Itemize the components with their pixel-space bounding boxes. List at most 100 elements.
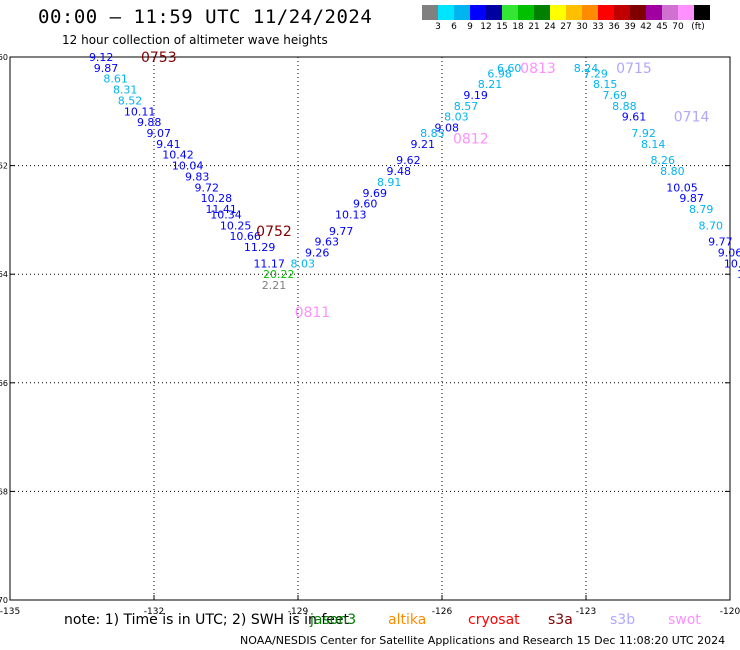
swh-value: 8.88 bbox=[612, 100, 637, 113]
swh-value: 8.79 bbox=[689, 203, 714, 216]
swh-value: 9.88 bbox=[137, 116, 162, 129]
colorbar-swatch bbox=[566, 5, 582, 20]
swh-value: 9.63 bbox=[315, 236, 340, 249]
swh-value: 8.80 bbox=[660, 165, 685, 178]
swh-value: 9.72 bbox=[195, 181, 220, 194]
plot-frame bbox=[9, 56, 731, 601]
swh-colorbar bbox=[422, 5, 710, 20]
swh-value: 10.75 bbox=[724, 257, 740, 270]
swh-value: 10.66 bbox=[229, 230, 261, 243]
colorbar-swatch bbox=[422, 5, 438, 20]
swh-value: 7.29 bbox=[583, 67, 608, 80]
colorbar-label: 45 bbox=[656, 22, 668, 32]
lat-tick-label: -68 bbox=[0, 487, 8, 496]
lat-tick-label: -64 bbox=[0, 270, 8, 279]
colorbar-label: 70 bbox=[672, 22, 684, 32]
swh-value: 8.24 bbox=[574, 62, 599, 75]
legend-item-jason3: jason3 bbox=[310, 612, 357, 628]
lon-tick-label: -135 bbox=[0, 607, 20, 617]
pass-time-label: 0812 bbox=[453, 131, 489, 147]
swh-value: 8.31 bbox=[113, 84, 138, 97]
colorbar-label: 42 bbox=[640, 22, 652, 32]
swh-value: 9.69 bbox=[363, 187, 388, 200]
pass-time-label: 0813 bbox=[520, 61, 556, 77]
swh-value: 9.19 bbox=[463, 89, 488, 102]
colorbar-label: 36 bbox=[608, 22, 620, 32]
legend-item-swot: swot bbox=[668, 612, 701, 628]
colorbar-label: 18 bbox=[512, 22, 524, 32]
swh-value: 8.03 bbox=[444, 111, 469, 124]
swh-value: 9.61 bbox=[622, 111, 647, 124]
colorbar-swatch bbox=[694, 5, 710, 20]
legend-item-cryosat: cryosat bbox=[468, 612, 520, 628]
units-note: note: 1) Time is in UTC; 2) SWH is in fe… bbox=[64, 612, 350, 628]
colorbar-label: 30 bbox=[576, 22, 588, 32]
swh-value: 8.26 bbox=[651, 154, 676, 167]
swh-colorbar-labels: 3 6 9 12 15 18 21 24 27 30 33 36 39 42 45 70 (ft) bbox=[422, 22, 740, 34]
lon-tick-label: -123 bbox=[576, 607, 596, 617]
colorbar-label: 6 bbox=[451, 22, 457, 32]
colorbar-swatch bbox=[550, 5, 566, 20]
colorbar-label: 27 bbox=[560, 22, 572, 32]
swh-value: 9.77 bbox=[329, 225, 354, 238]
swh-value: 10.04 bbox=[172, 160, 204, 173]
lat-tick-label: -60 bbox=[0, 53, 8, 62]
colorbar-label: 21 bbox=[528, 22, 540, 32]
swh-value: 10.5 bbox=[737, 268, 740, 281]
swh-value: 11.29 bbox=[244, 241, 276, 254]
colorbar-swatch bbox=[534, 5, 550, 20]
swh-value: 9.41 bbox=[156, 138, 181, 151]
swh-value: 10.05 bbox=[666, 181, 698, 194]
pass-time-label: 0715 bbox=[616, 61, 652, 77]
swh-value: 9.07 bbox=[147, 127, 172, 140]
swh-value: 9.26 bbox=[305, 246, 330, 259]
pass-time-label: 0752 bbox=[256, 224, 292, 240]
swh-value: 10.13 bbox=[335, 208, 367, 221]
swh-value: 7.69 bbox=[603, 89, 628, 102]
colorbar-swatch bbox=[582, 5, 598, 20]
swh-value: 8.57 bbox=[454, 100, 479, 113]
colorbar-label: 12 bbox=[480, 22, 492, 32]
colorbar-label: 3 bbox=[435, 22, 441, 32]
pass-time-label: 0811 bbox=[295, 305, 331, 321]
swh-value: 9.77 bbox=[708, 236, 733, 249]
lat-tick-label: -62 bbox=[0, 162, 8, 171]
colorbar-swatch bbox=[630, 5, 646, 20]
swh-value: 8.52 bbox=[118, 94, 143, 107]
swh-value: 9.87 bbox=[679, 192, 704, 205]
swh-value: 9.21 bbox=[411, 138, 436, 151]
legend-item-s3b: s3b bbox=[610, 612, 636, 628]
swh-value: 8.85 bbox=[420, 127, 445, 140]
swh-value: 20.22 bbox=[263, 268, 295, 281]
swh-value: 7.92 bbox=[631, 127, 656, 140]
swh-value: 9.08 bbox=[435, 122, 460, 135]
swh-value: 8.61 bbox=[103, 73, 128, 86]
swh-value: 8.91 bbox=[377, 176, 402, 189]
swh-value: 11.41 bbox=[205, 203, 237, 216]
page-subtitle: 12 hour collection of altimeter wave hei… bbox=[62, 33, 328, 47]
swh-value: 6.98 bbox=[487, 67, 512, 80]
swh-value: 10.11 bbox=[124, 105, 156, 118]
colorbar-swatch bbox=[502, 5, 518, 20]
swh-value: 9.62 bbox=[396, 154, 421, 167]
legend-item-s3a: s3a bbox=[548, 612, 573, 628]
colorbar-swatch bbox=[438, 5, 454, 20]
swh-value: 10.34 bbox=[210, 208, 242, 221]
swh-value: 10.25 bbox=[220, 219, 252, 232]
colorbar-swatch bbox=[486, 5, 502, 20]
colorbar-swatch bbox=[598, 5, 614, 20]
swh-value: 9.48 bbox=[387, 165, 412, 178]
swh-value: 8.21 bbox=[478, 78, 503, 91]
swh-value: 8.15 bbox=[593, 78, 618, 91]
page-title: 00:00 – 11:59 UTC 11/24/2024 bbox=[38, 6, 373, 28]
colorbar-swatch bbox=[454, 5, 470, 20]
colorbar-label: (ft) bbox=[691, 22, 705, 32]
swh-value: 2.21 bbox=[262, 279, 287, 292]
swh-value: 6.60 bbox=[497, 62, 522, 75]
lon-tick-label: -129 bbox=[288, 607, 309, 617]
lon-tick-label: -126 bbox=[432, 607, 453, 617]
pass-time-label: 0753 bbox=[141, 50, 177, 66]
colorbar-label: 15 bbox=[496, 22, 508, 32]
colorbar-swatch bbox=[678, 5, 694, 20]
